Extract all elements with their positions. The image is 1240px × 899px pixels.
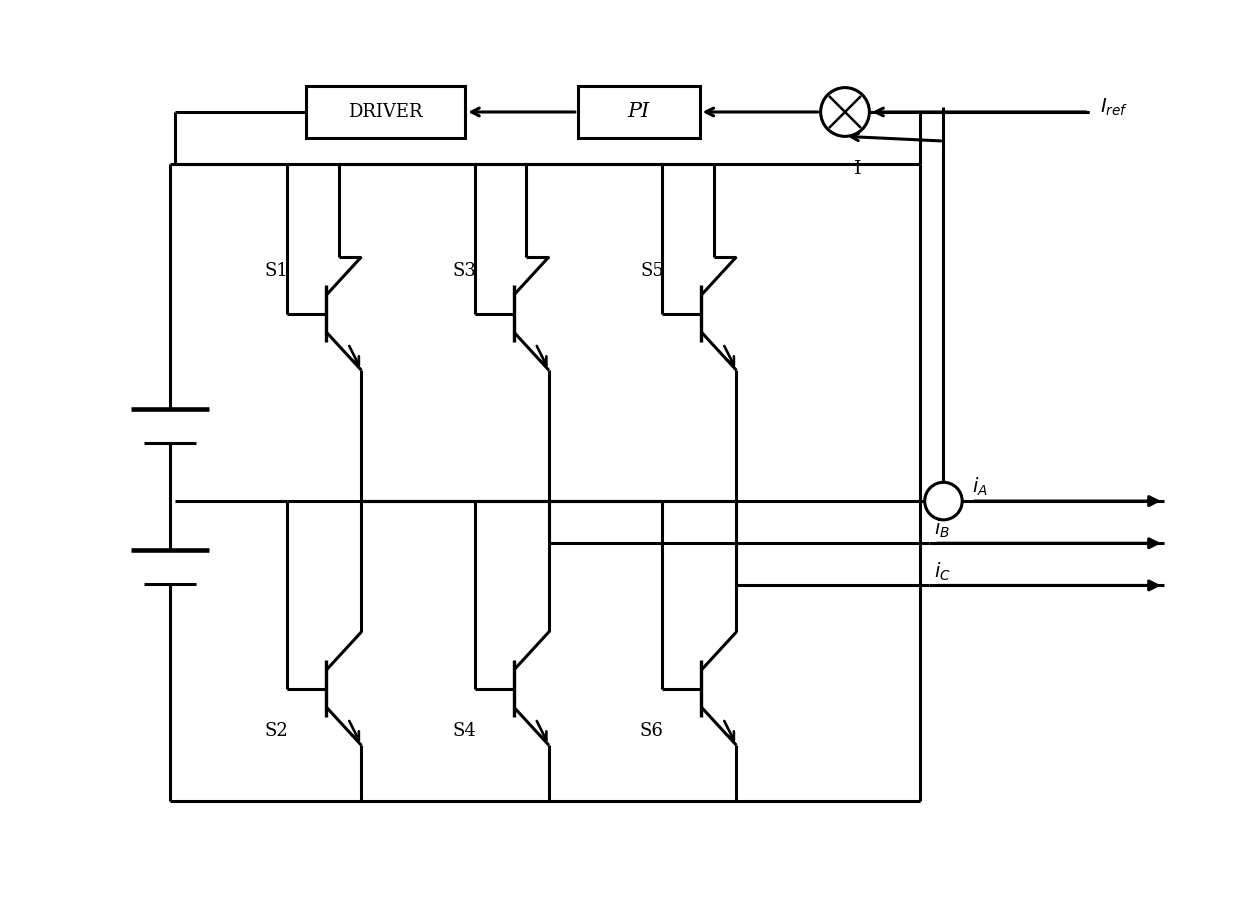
Text: $i_B$: $i_B$ [934,518,950,540]
Text: S1: S1 [265,263,289,280]
Text: S2: S2 [265,722,289,740]
Text: I: I [854,160,862,178]
Text: S5: S5 [640,263,663,280]
Text: S4: S4 [453,722,476,740]
Text: DRIVER: DRIVER [348,103,423,121]
Text: $i_A$: $i_A$ [972,476,987,498]
Text: S3: S3 [453,263,476,280]
Text: S6: S6 [640,722,663,740]
Bar [578,86,699,138]
Text: $I_{ref}$: $I_{ref}$ [1100,97,1128,118]
Text: $i_C$: $i_C$ [934,560,951,583]
Bar [306,86,465,138]
Text: PI: PI [627,102,650,121]
